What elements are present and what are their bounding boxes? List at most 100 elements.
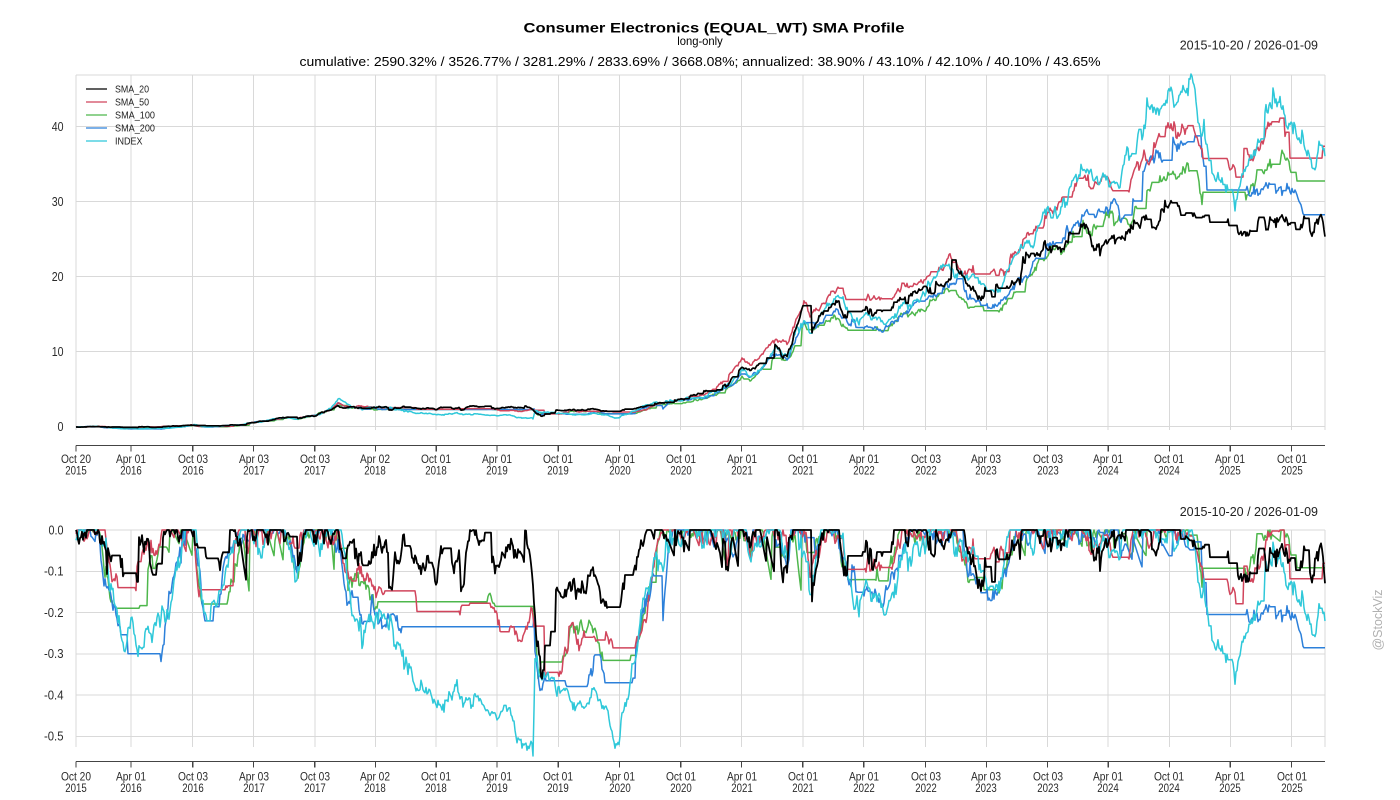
svg-text:Oct 03: Oct 03 [1033,454,1063,466]
svg-text:-0.4: -0.4 [44,688,64,702]
svg-text:0: 0 [58,420,64,434]
svg-text:2018: 2018 [425,783,447,795]
svg-text:2024: 2024 [1158,465,1180,477]
svg-text:20: 20 [52,270,64,284]
svg-text:2020: 2020 [670,465,692,477]
svg-text:2020: 2020 [609,783,631,795]
svg-text:Apr 01: Apr 01 [482,771,512,783]
svg-text:Apr 01: Apr 01 [727,771,757,783]
svg-text:Oct 01: Oct 01 [788,454,818,466]
svg-text:2023: 2023 [1037,783,1059,795]
svg-text:2017: 2017 [243,465,265,477]
svg-text:2021: 2021 [731,465,753,477]
svg-text:2016: 2016 [182,783,204,795]
svg-text:2018: 2018 [364,783,386,795]
svg-text:2016: 2016 [120,783,142,795]
svg-text:Oct 03: Oct 03 [178,771,208,783]
svg-text:2022: 2022 [853,465,875,477]
svg-text:-0.3: -0.3 [44,647,64,661]
svg-text:Oct 03: Oct 03 [300,454,330,466]
svg-text:Apr 01: Apr 01 [116,454,146,466]
svg-text:Apr 03: Apr 03 [971,771,1001,783]
svg-text:2015: 2015 [65,465,87,477]
svg-text:2025: 2025 [1281,783,1303,795]
svg-text:Oct 03: Oct 03 [1033,771,1063,783]
svg-text:Oct 01: Oct 01 [666,454,696,466]
svg-text:Oct 01: Oct 01 [1277,771,1307,783]
svg-text:Apr 03: Apr 03 [239,771,269,783]
svg-text:2015-10-20 / 2026-01-09: 2015-10-20 / 2026-01-09 [1180,39,1318,53]
svg-text:2022: 2022 [915,465,937,477]
svg-text:2023: 2023 [975,465,997,477]
svg-text:2016: 2016 [120,465,142,477]
svg-text:Apr 01: Apr 01 [116,771,146,783]
svg-text:2017: 2017 [304,783,326,795]
svg-text:2025: 2025 [1219,783,1241,795]
svg-text:40: 40 [52,120,64,134]
svg-text:Oct 03: Oct 03 [178,454,208,466]
svg-text:Oct 03: Oct 03 [911,771,941,783]
svg-text:Apr 03: Apr 03 [239,454,269,466]
svg-text:2019: 2019 [547,465,569,477]
svg-text:30: 30 [52,195,64,209]
svg-text:SMA_200: SMA_200 [115,123,155,135]
svg-text:2015: 2015 [65,783,87,795]
svg-text:-0.5: -0.5 [44,730,64,744]
svg-text:Apr 02: Apr 02 [360,454,390,466]
svg-text:Oct 03: Oct 03 [911,454,941,466]
svg-text:2025: 2025 [1219,465,1241,477]
svg-text:Oct 01: Oct 01 [543,454,573,466]
svg-text:Oct 01: Oct 01 [1154,771,1184,783]
svg-text:2021: 2021 [792,465,814,477]
svg-text:Oct 01: Oct 01 [1154,454,1184,466]
svg-text:2018: 2018 [425,465,447,477]
svg-text:Oct 01: Oct 01 [543,771,573,783]
svg-text:cumulative: 2590.32% / 3526.77: cumulative: 2590.32% / 3526.77% / 3281.2… [300,54,1101,69]
svg-text:2023: 2023 [1037,465,1059,477]
svg-text:Oct 01: Oct 01 [421,454,451,466]
svg-text:2024: 2024 [1097,783,1119,795]
svg-text:2015-10-20 / 2026-01-09: 2015-10-20 / 2026-01-09 [1180,505,1318,519]
svg-text:2018: 2018 [364,465,386,477]
svg-text:Apr 01: Apr 01 [1093,771,1123,783]
svg-text:SMA_100: SMA_100 [115,110,155,122]
svg-text:Apr 01: Apr 01 [1093,454,1123,466]
svg-text:2020: 2020 [609,465,631,477]
svg-text:Apr 01: Apr 01 [1215,454,1245,466]
svg-text:2021: 2021 [731,783,753,795]
svg-text:Apr 01: Apr 01 [605,454,635,466]
svg-text:2024: 2024 [1097,465,1119,477]
svg-text:Oct 01: Oct 01 [666,771,696,783]
svg-text:Apr 02: Apr 02 [360,771,390,783]
svg-text:Apr 01: Apr 01 [605,771,635,783]
svg-text:2025: 2025 [1281,465,1303,477]
svg-text:2019: 2019 [486,465,508,477]
svg-text:Apr 01: Apr 01 [1215,771,1245,783]
svg-text:Apr 01: Apr 01 [727,454,757,466]
svg-text:10: 10 [52,345,64,359]
svg-text:Oct 03: Oct 03 [300,771,330,783]
svg-text:2022: 2022 [853,783,875,795]
svg-text:Oct 20: Oct 20 [61,771,91,783]
svg-text:2019: 2019 [547,783,569,795]
svg-text:Oct 01: Oct 01 [1277,454,1307,466]
svg-text:2016: 2016 [182,465,204,477]
svg-text:Apr 03: Apr 03 [971,454,1001,466]
svg-text:2019: 2019 [486,783,508,795]
svg-text:2022: 2022 [915,783,937,795]
svg-text:long-only: long-only [677,34,723,48]
svg-text:Apr 01: Apr 01 [849,454,879,466]
svg-text:2021: 2021 [792,783,814,795]
svg-text:INDEX: INDEX [115,136,143,148]
svg-text:Oct 20: Oct 20 [61,454,91,466]
svg-text:-0.1: -0.1 [44,565,64,579]
svg-text:Apr 01: Apr 01 [482,454,512,466]
svg-text:SMA_20: SMA_20 [115,84,149,96]
svg-text:2017: 2017 [304,465,326,477]
svg-text:-0.2: -0.2 [44,606,64,620]
svg-text:SMA_50: SMA_50 [115,97,149,109]
svg-text:2020: 2020 [670,783,692,795]
svg-text:Apr 01: Apr 01 [849,771,879,783]
svg-text:2023: 2023 [975,783,997,795]
svg-text:Oct 01: Oct 01 [788,771,818,783]
